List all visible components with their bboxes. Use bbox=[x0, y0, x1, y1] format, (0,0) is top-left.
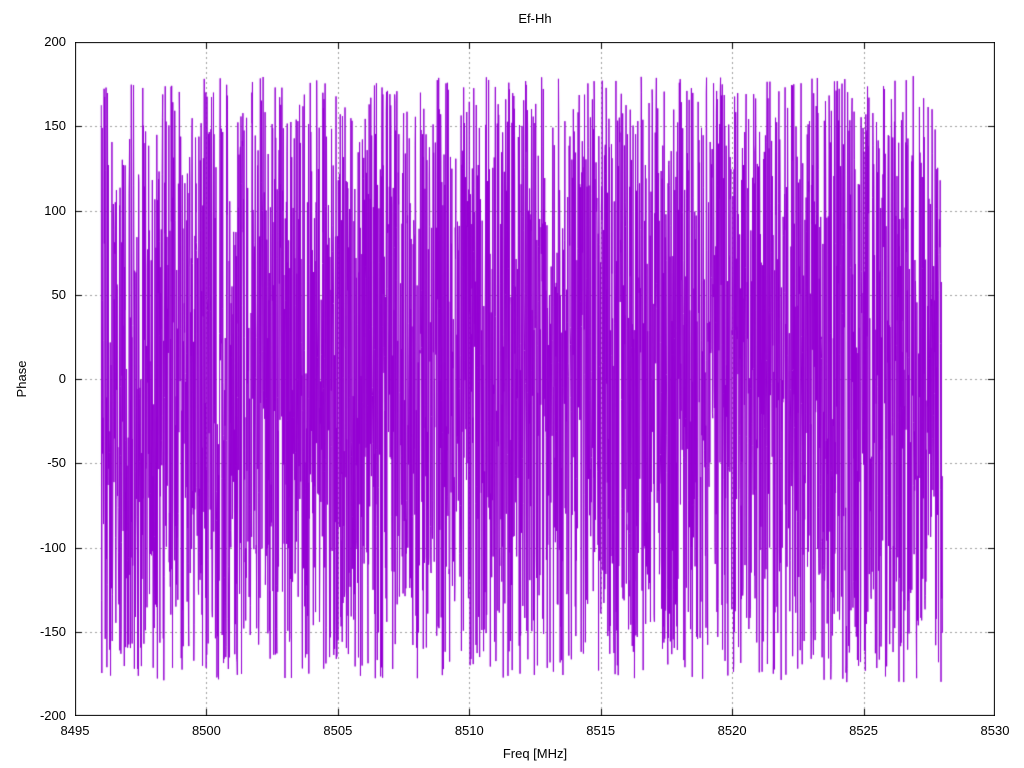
x-axis-label: Freq [MHz] bbox=[502, 746, 568, 761]
y-tick-label: 0 bbox=[58, 371, 66, 386]
x-tick-label: 8510 bbox=[454, 723, 484, 738]
plot-canvas bbox=[75, 42, 995, 716]
y-tick-label: 50 bbox=[51, 286, 66, 302]
y-tick-label: 200 bbox=[44, 34, 66, 49]
y-tick-label: -150 bbox=[39, 623, 66, 639]
chart-title: Ef-Hh bbox=[518, 11, 552, 26]
x-tick-label: 8515 bbox=[586, 723, 616, 738]
y-tick-label: 100 bbox=[44, 202, 66, 218]
y-tick-label: -200 bbox=[39, 708, 66, 723]
plot-area bbox=[75, 42, 995, 716]
y-tick-label: -100 bbox=[39, 539, 66, 555]
x-tick-label: 8525 bbox=[849, 723, 879, 738]
y-tick-label: -50 bbox=[47, 455, 66, 471]
x-tick-label: 8530 bbox=[980, 723, 1010, 738]
y-tick-label: 150 bbox=[44, 118, 66, 134]
x-tick-label: 8495 bbox=[60, 723, 90, 738]
x-tick-label: 8500 bbox=[191, 723, 221, 738]
x-tick-label: 8520 bbox=[717, 723, 747, 738]
x-tick-label: 8505 bbox=[323, 723, 353, 738]
